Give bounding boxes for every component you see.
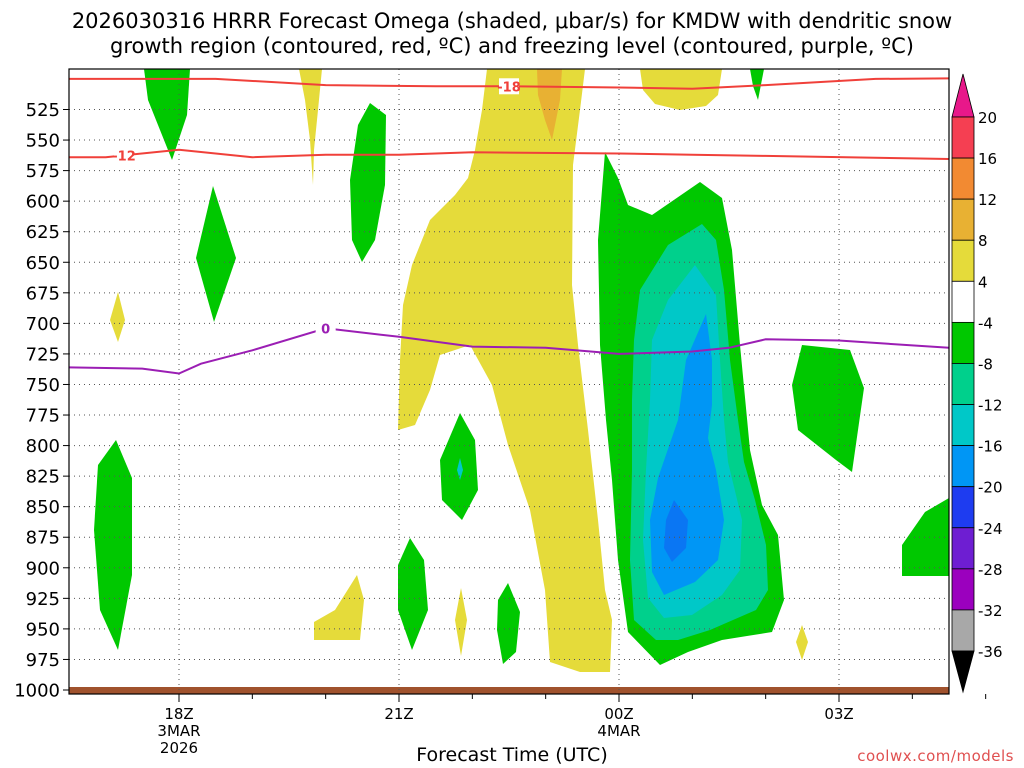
y-tick-label-625: 625 [26, 222, 60, 243]
omega-region-weak-ascent-9 [902, 498, 949, 576]
colorbar-label-8: -16 [978, 438, 1003, 456]
contour-minus18 [69, 77, 949, 90]
y-tick-label-600: 600 [26, 192, 60, 213]
contour-minus12 [69, 148, 949, 161]
omega-region-strongest-ascent [664, 500, 688, 562]
omega-region-weak-ascent-3 [350, 103, 386, 262]
colorbar-bin-8 [951, 445, 975, 488]
colorbar-label-7: -12 [978, 397, 1003, 415]
chart-title-line-2: growth region (contoured, red, ºC) and f… [110, 34, 914, 58]
colorbar-bin-9 [951, 486, 975, 529]
y-axis: 525 550 575 600 625 650 675 700 725 750 775 800 825 8… [14, 100, 69, 702]
y-tick-label-575: 575 [26, 161, 60, 182]
colorbar-label-6: -8 [978, 355, 993, 373]
colorbar-bin-11 [951, 568, 975, 611]
colorbar-label-11: -28 [978, 561, 1003, 579]
x-tick-label-21Z: 21Z [384, 705, 413, 723]
colorbar-bin-7 [951, 404, 975, 447]
x-tick-label-00Z: 00Z [604, 705, 633, 723]
plot-frame [68, 68, 950, 695]
omega-region-weak-ascent-7 [497, 583, 520, 664]
colorbar-bottom-arrow [951, 650, 975, 694]
colorbar-label-5: -4 [978, 314, 993, 332]
omega-region-small-2 [314, 575, 364, 640]
colorbar-bin-2 [951, 198, 975, 241]
colorbar-label-4: 4 [978, 273, 988, 291]
omega-region-stronger-ascent [650, 314, 724, 595]
colorbar-bin-6 [951, 363, 975, 405]
omega-region-weak-subsidence-column [299, 69, 322, 185]
y-tick-label-1000: 1000 [14, 681, 60, 702]
x-tick-date-18Z: 3MAR [157, 722, 200, 740]
y-tick-label-550: 550 [26, 131, 60, 152]
colorbar-bin-3 [951, 239, 975, 282]
x-tick-label-03Z: 03Z [824, 705, 853, 723]
omega-shading-layer [69, 69, 949, 694]
y-tick-label-875: 875 [26, 528, 60, 549]
contour-label-bg [114, 147, 134, 164]
y-tick-label-850: 850 [26, 497, 60, 518]
contour-label-bg [499, 78, 519, 95]
colorbar-bin-5 [951, 321, 975, 364]
omega-region-small-1 [110, 292, 125, 342]
colorbar-label-10: -24 [978, 520, 1003, 538]
colorbar-label-1: 16 [978, 150, 997, 168]
omega-region-weak-ascent-6 [398, 538, 428, 650]
contour-label-minus12-0: -12 [112, 149, 136, 164]
colorbar-bin-4 [951, 280, 975, 323]
y-tick-label-925: 925 [26, 589, 60, 610]
omega-region-weak-ascent-left [144, 69, 190, 160]
x-tick-label-18Z: 18Z [164, 705, 193, 723]
y-tick-label-900: 900 [26, 558, 60, 579]
y-tick-label-525: 525 [26, 100, 60, 121]
colorbar-bin-0 [951, 116, 975, 159]
y-tick-label-950: 950 [26, 619, 60, 640]
ground-strip [69, 687, 949, 694]
y-tick-label-725: 725 [26, 344, 60, 365]
omega-region-weak-ascent-4 [94, 440, 132, 650]
grid-lines [69, 69, 987, 699]
colorbar-bin-1 [951, 157, 975, 200]
contour-freezing [69, 327, 949, 375]
y-tick-label-975: 975 [26, 650, 60, 671]
omega-region-small-4 [796, 625, 808, 660]
omega-region-weak-ascent-2 [196, 186, 236, 322]
colorbar-label-9: -20 [978, 479, 1003, 497]
x-axis-title: Forecast Time (UTC) [416, 744, 608, 766]
chart-title-line-1: 2026030316 HRRR Forecast Omega (shaded, … [71, 9, 953, 33]
colorbar-label-2: 12 [978, 191, 997, 209]
y-tick-label-800: 800 [26, 436, 60, 457]
y-tick-label-825: 825 [26, 467, 60, 488]
omega-region-weak-ascent-10 [750, 69, 764, 100]
contour-label-freezing-0: 0 [321, 322, 330, 337]
omega-region-small-cyan [457, 458, 463, 480]
contour-label-bg [315, 320, 336, 337]
colorbar-bin-12 [951, 609, 975, 652]
y-tick-label-750: 750 [26, 375, 60, 396]
y-tick-label-675: 675 [26, 283, 60, 304]
y-tick-label-775: 775 [26, 406, 60, 427]
colorbar-label-13: -36 [978, 643, 1003, 661]
site-credit: coolwx.com/models [857, 747, 1014, 765]
y-tick-label-700: 700 [26, 314, 60, 335]
colorbar-label-3: 8 [978, 232, 988, 250]
contour-label-minus18-0: -18 [497, 80, 521, 95]
temperature-contours: -18-1200 [69, 77, 949, 375]
x-axis: 18Z3MAR202621Z00Z4MAR03Z06Z09Z [157, 694, 854, 757]
omega-region-weak-subsidence-main [398, 69, 612, 672]
colorbar-label-0: 20 [978, 109, 997, 127]
y-tick-label-650: 650 [26, 253, 60, 274]
colorbar-label-12: -32 [978, 602, 1003, 620]
omega-region-weak-ascent-8 [792, 345, 864, 472]
colorbar-bin-10 [951, 527, 975, 570]
x-tick-date-00Z: 4MAR [597, 722, 640, 740]
x-tick-year-18Z: 2026 [160, 739, 198, 757]
colorbar-top-arrow [951, 73, 975, 118]
omega-region-small-3 [455, 588, 467, 656]
omega-colorbar: 20 16 12 8 4 -4 -8 -12 -16 -20 -24 -28 -32 -36 [951, 73, 1003, 694]
